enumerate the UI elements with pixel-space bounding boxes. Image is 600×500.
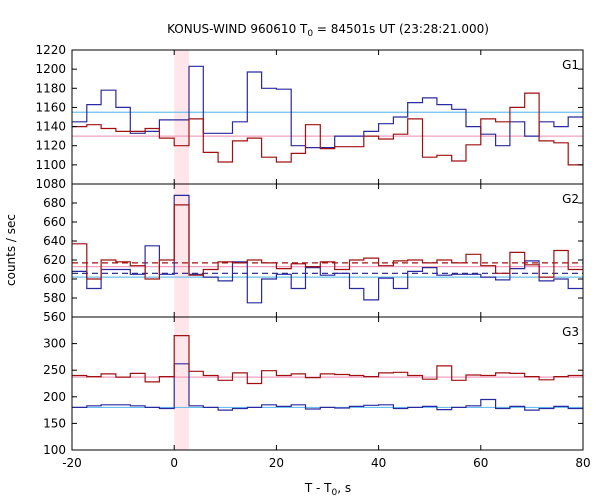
panel-g2-frame (71, 183, 584, 318)
y-tick-label: 600 (43, 272, 66, 286)
y-tick-label: 560 (43, 310, 66, 324)
y-tick-label: 660 (43, 215, 66, 229)
y-tick-label: 680 (43, 196, 66, 210)
panel-g1: 1080 1100 1120 1140 1160 1180 1200 1220 G1 (35, 43, 584, 191)
x-tick-label: 60 (473, 456, 488, 470)
x-axis-label-subscript: 0 (332, 488, 338, 498)
y-tick-label: 150 (43, 416, 66, 430)
y-tick-label: 300 (43, 337, 66, 351)
chart-title-main: KONUS-WIND 960610 T (167, 22, 308, 36)
panel-g1-series-blue (72, 65, 583, 149)
x-tick-label: 80 (575, 456, 590, 470)
y-tick-label: 1140 (35, 120, 66, 134)
panel-g3-frame (71, 316, 584, 451)
y-tick-label: 1120 (35, 139, 66, 153)
panel-label: G1 (562, 58, 579, 72)
y-tick-label: 1100 (35, 158, 66, 172)
y-tick-label: 1220 (35, 43, 66, 57)
panel-g2-series-blue (72, 194, 583, 304)
chart-title-rest: = 84501s UT (23:28:21.000) (313, 22, 489, 36)
y-tick-label: 1180 (35, 81, 66, 95)
panel-g2-series-red (72, 204, 583, 280)
y-tick-label: 1160 (35, 100, 66, 114)
chart-title: KONUS-WIND 960610 T0 = 84501s UT (23:28:… (167, 22, 489, 39)
chart-title-subscript: 0 (307, 29, 313, 39)
y-tick-label: 580 (43, 291, 66, 305)
x-tick-label: -20 (62, 456, 82, 470)
panel-g2: 560 580 600 620 640 660 680 G2 (43, 183, 584, 324)
plot-area: 1080 1100 1120 1140 1160 1180 1200 1220 G1 560 580… (35, 43, 590, 470)
panel-g3: 100 150 200 250 300 G3 (43, 316, 584, 457)
panel-label: G3 (562, 325, 579, 339)
x-tick-label: 40 (371, 456, 386, 470)
x-axis-label-rest: , s (337, 481, 351, 495)
x-tick-label: 0 (170, 456, 178, 470)
panel-g1-frame (71, 49, 584, 185)
x-tick-label: 20 (269, 456, 284, 470)
x-axis-label: T - T0, s (304, 481, 351, 498)
y-tick-label: 620 (43, 253, 66, 267)
y-tick-label: 640 (43, 234, 66, 248)
y-tick-label: 100 (43, 443, 66, 457)
panel-label: G2 (562, 192, 579, 206)
trigger-highlight-band (174, 50, 190, 450)
y-tick-label: 250 (43, 363, 66, 377)
panel-g3-series-red (72, 335, 583, 385)
panel-g3-series-blue (72, 363, 583, 411)
panel-g1-series-red (72, 92, 583, 166)
y-tick-label: 1080 (35, 177, 66, 191)
x-axis-label-main: T - T (304, 481, 332, 495)
y-axis-label: counts / sec (4, 214, 18, 286)
y-tick-label: 1200 (35, 62, 66, 76)
y-tick-label: 200 (43, 390, 66, 404)
